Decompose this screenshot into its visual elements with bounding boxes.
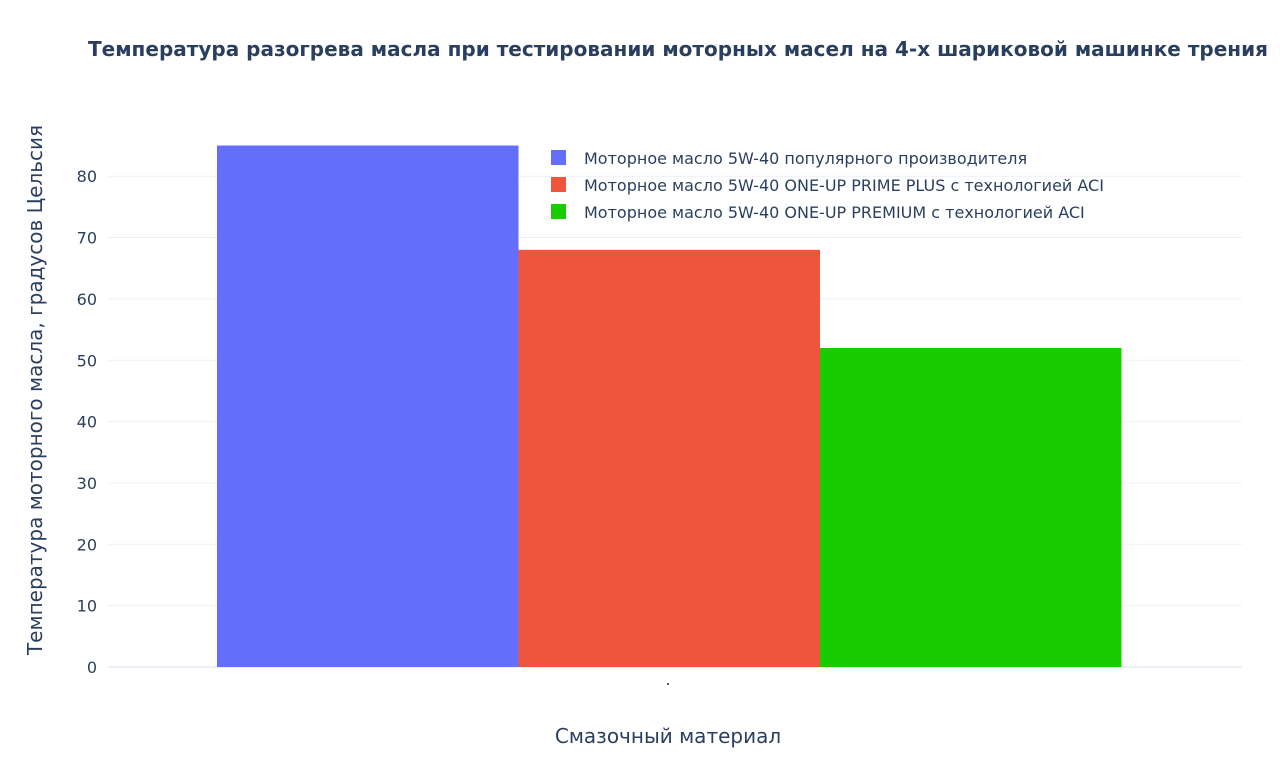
legend-item-label: Моторное масло 5W-40 ONE-UP PREMIUM с те… xyxy=(584,203,1085,222)
bar-3 xyxy=(820,347,1122,667)
legend: Моторное масло 5W-40 популярного произво… xyxy=(551,149,1104,222)
y-tick-label: 80 xyxy=(77,167,97,186)
x-tick-label: . xyxy=(665,670,670,689)
y-axis-ticks: 0 10 20 30 40 50 60 70 80 xyxy=(77,167,97,677)
y-tick-label: 30 xyxy=(77,474,97,493)
y-tick-label: 40 xyxy=(77,413,97,432)
bars xyxy=(217,145,1122,667)
y-tick-label: 10 xyxy=(77,597,97,616)
y-tick-label: 50 xyxy=(77,351,97,370)
bar-2 xyxy=(518,249,820,667)
legend-swatch xyxy=(551,177,566,192)
chart-title: Температура разогрева масла при тестиров… xyxy=(88,37,1268,61)
legend-item-label: Моторное масло 5W-40 ONE-UP PRIME PLUS с… xyxy=(584,176,1104,195)
y-tick-label: 0 xyxy=(87,658,97,677)
x-axis-ticks: . xyxy=(665,670,670,689)
legend-swatch xyxy=(551,204,566,219)
legend-item-label: Моторное масло 5W-40 популярного произво… xyxy=(584,149,1027,168)
y-tick-label: 60 xyxy=(77,290,97,309)
bar-1 xyxy=(217,145,519,667)
legend-swatch xyxy=(551,150,566,165)
x-axis-label: Смазочный материал xyxy=(555,724,781,748)
y-tick-label: 70 xyxy=(77,229,97,248)
y-tick-label: 20 xyxy=(77,535,97,554)
y-axis-label: Температура моторного масла, градусов Це… xyxy=(23,125,47,656)
